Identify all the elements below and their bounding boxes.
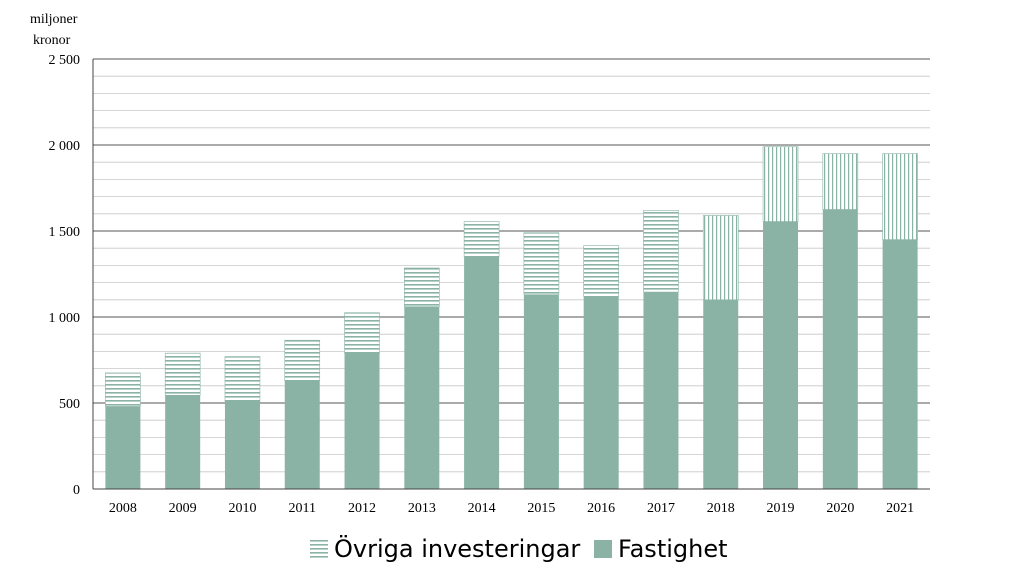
bar-fastighet bbox=[882, 239, 918, 489]
bar-ovriga-investeringar bbox=[822, 153, 859, 210]
bar-fastighet bbox=[703, 299, 739, 489]
bar-ovriga-investeringar bbox=[643, 210, 679, 293]
bar-fastighet bbox=[643, 292, 679, 489]
x-tick-label: 2011 bbox=[289, 501, 316, 516]
x-tick-label: 2012 bbox=[348, 501, 376, 516]
x-tick-label: 2020 bbox=[826, 501, 854, 516]
y-axis: 0 500 1 000 1 500 2 000 2 500 bbox=[49, 53, 81, 498]
y-tick-label: 2 000 bbox=[49, 139, 81, 154]
bar-fastighet bbox=[464, 256, 500, 489]
bar-ovriga-investeringar bbox=[344, 312, 380, 354]
bar-fastighet bbox=[583, 296, 619, 489]
axes bbox=[92, 59, 930, 490]
y-tick-label: 500 bbox=[59, 397, 80, 412]
bar-fastighet bbox=[763, 221, 799, 490]
bar-ovriga-investeringar bbox=[404, 267, 440, 307]
bar-ovriga-investeringar bbox=[164, 352, 201, 396]
legend-label-ovriga: Övriga investeringar bbox=[334, 534, 580, 563]
legend: Övriga investeringar Fastighet bbox=[310, 534, 728, 563]
bar-ovriga-investeringar bbox=[224, 356, 261, 402]
bar-fastighet bbox=[224, 401, 260, 489]
x-tick-label: 2009 bbox=[169, 501, 197, 516]
bar-fastighet bbox=[404, 306, 440, 489]
legend-label-fastighet: Fastighet bbox=[618, 535, 728, 563]
bar-ovriga-investeringar bbox=[702, 215, 739, 301]
x-tick-label: 2018 bbox=[707, 501, 735, 516]
bar-ovriga-investeringar bbox=[762, 146, 799, 222]
bar-fastighet bbox=[344, 353, 380, 489]
bar-ovriga-investeringar bbox=[523, 232, 560, 295]
x-tick-label: 2015 bbox=[527, 501, 555, 516]
x-axis: 2008 2009 2010 2011 2012 2013 2014 2015 2016 2017… bbox=[109, 501, 914, 516]
y-axis-label-line-1: miljoner bbox=[30, 12, 78, 27]
bar-ovriga-investeringar bbox=[105, 372, 141, 407]
x-tick-label: 2008 bbox=[109, 501, 137, 516]
x-tick-label: 2021 bbox=[886, 501, 914, 516]
bar-ovriga-investeringar bbox=[583, 245, 619, 297]
x-tick-label: 2017 bbox=[647, 501, 675, 516]
y-tick-label: 0 bbox=[73, 483, 80, 498]
x-tick-label: 2013 bbox=[408, 501, 436, 516]
bar-fastighet bbox=[105, 406, 141, 489]
x-tick-label: 2016 bbox=[587, 501, 615, 516]
bar-fastighet bbox=[822, 209, 858, 489]
y-tick-label: 1 500 bbox=[49, 225, 81, 240]
y-tick-label: 1 000 bbox=[49, 311, 81, 326]
bar-ovriga-investeringar bbox=[284, 339, 321, 381]
y-axis-label-line-2: kronor bbox=[33, 33, 71, 48]
y-tick-label: 2 500 bbox=[49, 53, 81, 68]
x-tick-label: 2019 bbox=[767, 501, 795, 516]
legend-swatch-ovriga bbox=[310, 540, 328, 558]
bar-fastighet bbox=[165, 395, 201, 489]
bar-ovriga-investeringar bbox=[882, 153, 918, 240]
bar-fastighet bbox=[523, 294, 559, 489]
x-tick-label: 2014 bbox=[468, 501, 496, 516]
grid bbox=[93, 58, 930, 473]
x-tick-label: 2010 bbox=[228, 501, 256, 516]
bar-ovriga-investeringar bbox=[463, 221, 500, 258]
bar-fastighet bbox=[284, 380, 320, 489]
legend-swatch-fastighet bbox=[594, 540, 612, 558]
bars bbox=[105, 146, 918, 490]
